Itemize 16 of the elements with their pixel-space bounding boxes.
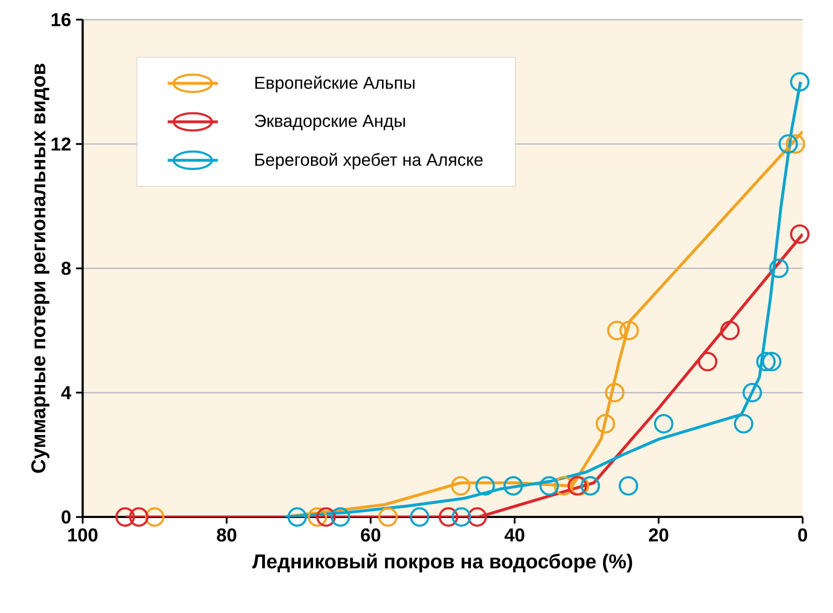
x-tick-label: 80 [216, 528, 236, 542]
x-axis-title: Ледниковый покров на водосборе (%) [252, 553, 632, 572]
x-tick-label: 0 [798, 528, 808, 542]
y-axis-title: Суммарные потери региональных видов [31, 64, 50, 473]
y-tick-label: 12 [52, 137, 71, 151]
y-tick-label: 16 [52, 13, 71, 26]
legend-label: Европейские Альпы [255, 76, 414, 92]
x-tick-label: 100 [68, 528, 98, 542]
y-tick-label: 0 [62, 510, 71, 524]
legend-label: Береговой хребет на Аляске [255, 152, 483, 170]
x-tick-label: 40 [504, 528, 524, 542]
y-tick-label: 4 [61, 386, 72, 400]
x-tick-label: 60 [360, 528, 380, 542]
legend-label: Эквадорские Анды [254, 114, 405, 130]
x-tick-label: 20 [648, 528, 668, 542]
y-tick-label: 8 [61, 262, 71, 275]
